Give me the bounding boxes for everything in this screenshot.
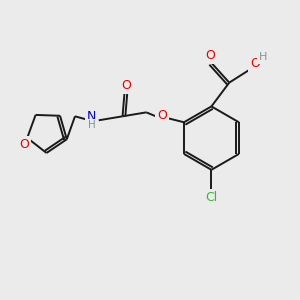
Text: O: O (157, 109, 167, 122)
Text: O: O (206, 50, 215, 62)
Text: O: O (122, 79, 131, 92)
Text: H: H (88, 120, 96, 130)
Text: O: O (250, 57, 260, 70)
Text: O: O (19, 138, 29, 151)
Text: Cl: Cl (205, 191, 218, 204)
Text: N: N (87, 110, 97, 123)
Text: H: H (259, 52, 267, 62)
